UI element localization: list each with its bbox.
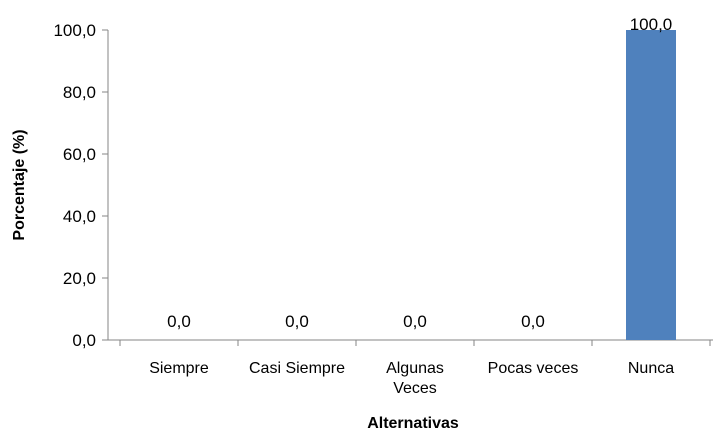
chart-labels: Siempre Casi Siempre Algunas Veces Pocas vec… — [149, 15, 674, 397]
y-tick-label: 100,0 — [53, 21, 96, 40]
x-tick-label: Pocas veces — [488, 360, 579, 377]
x-tick-label: Siempre — [149, 360, 209, 377]
data-label: 0,0 — [403, 312, 427, 331]
data-label: 0,0 — [167, 312, 191, 331]
data-label: 0,0 — [285, 312, 309, 331]
data-label: 0,0 — [521, 312, 545, 331]
y-tick-label: 40,0 — [63, 207, 96, 226]
data-label: 100,0 — [630, 15, 673, 34]
y-tick-label: 0,0 — [72, 331, 96, 350]
y-axis-title: Porcentaje (%) — [11, 129, 28, 240]
x-tick-label: Casi Siempre — [249, 360, 345, 377]
x-tick-label: Nunca — [628, 360, 674, 377]
x-axis-title: Alternativas — [367, 415, 459, 432]
y-tick-label: 20,0 — [63, 269, 96, 288]
chart-axes: 0,0 20,0 40,0 60,0 80,0 100,0 — [53, 21, 713, 350]
y-tick-label: 60,0 — [63, 145, 96, 164]
bar — [626, 30, 676, 340]
y-tick-label: 80,0 — [63, 83, 96, 102]
chart-bars — [626, 30, 676, 340]
x-tick-label: Algunas Veces — [386, 360, 444, 397]
